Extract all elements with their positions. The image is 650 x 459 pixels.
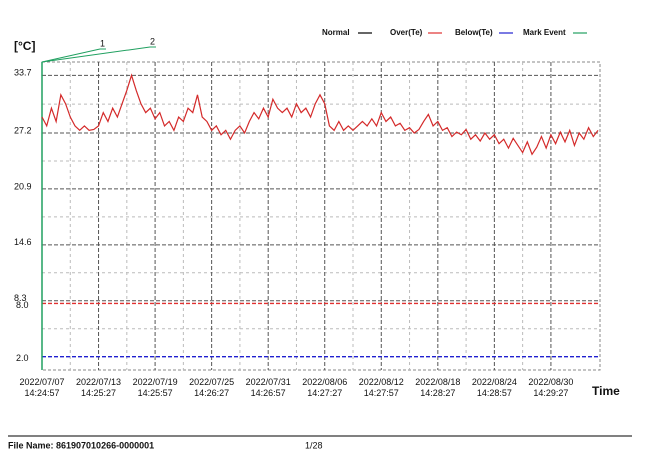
x-tick-label-line: 14:25:27 — [81, 388, 116, 398]
x-tick-label: 2022/07/25 14:26:27 — [189, 377, 234, 398]
x-tick-label-line: 2022/08/24 — [472, 377, 517, 387]
x-tick-label: 2022/08/06 14:27:27 — [302, 377, 347, 398]
legend-label: Below(Te) — [455, 28, 493, 37]
mark-event-label: 2 — [150, 36, 155, 46]
x-tick-label-line: 2022/07/31 — [246, 377, 291, 387]
x-tick-label-line: 14:28:57 — [477, 388, 512, 398]
x-tick-label: 2022/08/30 14:29:27 — [528, 377, 573, 398]
x-tick-label-line: 14:27:27 — [307, 388, 342, 398]
x-axis-label: Time — [592, 384, 620, 398]
x-tick-label-line: 2022/08/12 — [359, 377, 404, 387]
plot-frame — [41, 61, 601, 371]
y-tick-label: 8.3 — [14, 293, 27, 303]
x-tick-label-line: 2022/08/18 — [415, 377, 460, 387]
mark-event-line — [41, 46, 151, 63]
x-tick-label-line: 2022/07/13 — [76, 377, 121, 387]
x-tick-label-line: 14:25:57 — [138, 388, 173, 398]
legend-label: Mark Event — [523, 28, 566, 37]
x-tick-label-line: 2022/08/06 — [302, 377, 347, 387]
series-line — [41, 73, 599, 156]
x-tick-label-line: 14:24:57 — [24, 388, 59, 398]
x-tick-label-line: 14:29:27 — [533, 388, 568, 398]
x-tick-label-line: 14:28:27 — [420, 388, 455, 398]
legend-label: Normal — [322, 28, 350, 37]
x-tick-label-line: 2022/07/25 — [189, 377, 234, 387]
mark-event-label: 1 — [100, 38, 105, 48]
x-tick-label-line: 2022/08/30 — [528, 377, 573, 387]
y-axis-label: [°C] — [14, 39, 35, 53]
x-tick-label: 2022/07/07 14:24:57 — [19, 377, 64, 398]
x-tick-label: 2022/08/24 14:28:57 — [472, 377, 517, 398]
x-tick-label: 2022/08/18 14:28:27 — [415, 377, 460, 398]
x-tick-label-line: 14:26:27 — [194, 388, 229, 398]
y-tick-label: 20.9 — [14, 181, 32, 191]
x-tick-label: 2022/07/13 14:25:27 — [76, 377, 121, 398]
x-tick-label-line: 14:26:57 — [251, 388, 286, 398]
x-tick-label-line: 2022/07/07 — [19, 377, 64, 387]
threshold-label: 2.0 — [16, 353, 29, 363]
legend-label: Over(Te) — [390, 28, 423, 37]
x-tick-label-line: 2022/07/19 — [133, 377, 178, 387]
file-name: File Name: 861907010266-0000001 — [8, 440, 154, 450]
x-tick-label: 2022/07/31 14:26:57 — [246, 377, 291, 398]
x-tick-label: 2022/07/19 14:25:57 — [133, 377, 178, 398]
y-tick-label: 14.6 — [14, 237, 32, 247]
x-tick-label: 2022/08/12 14:27:57 — [359, 377, 404, 398]
y-tick-label: 33.7 — [14, 68, 32, 78]
x-tick-label-line: 14:27:57 — [364, 388, 399, 398]
page-number: 1/28 — [305, 440, 323, 450]
mark-event-line — [41, 48, 101, 63]
y-tick-label: 27.2 — [14, 125, 32, 135]
threshold-label: 8.0 — [16, 300, 29, 310]
